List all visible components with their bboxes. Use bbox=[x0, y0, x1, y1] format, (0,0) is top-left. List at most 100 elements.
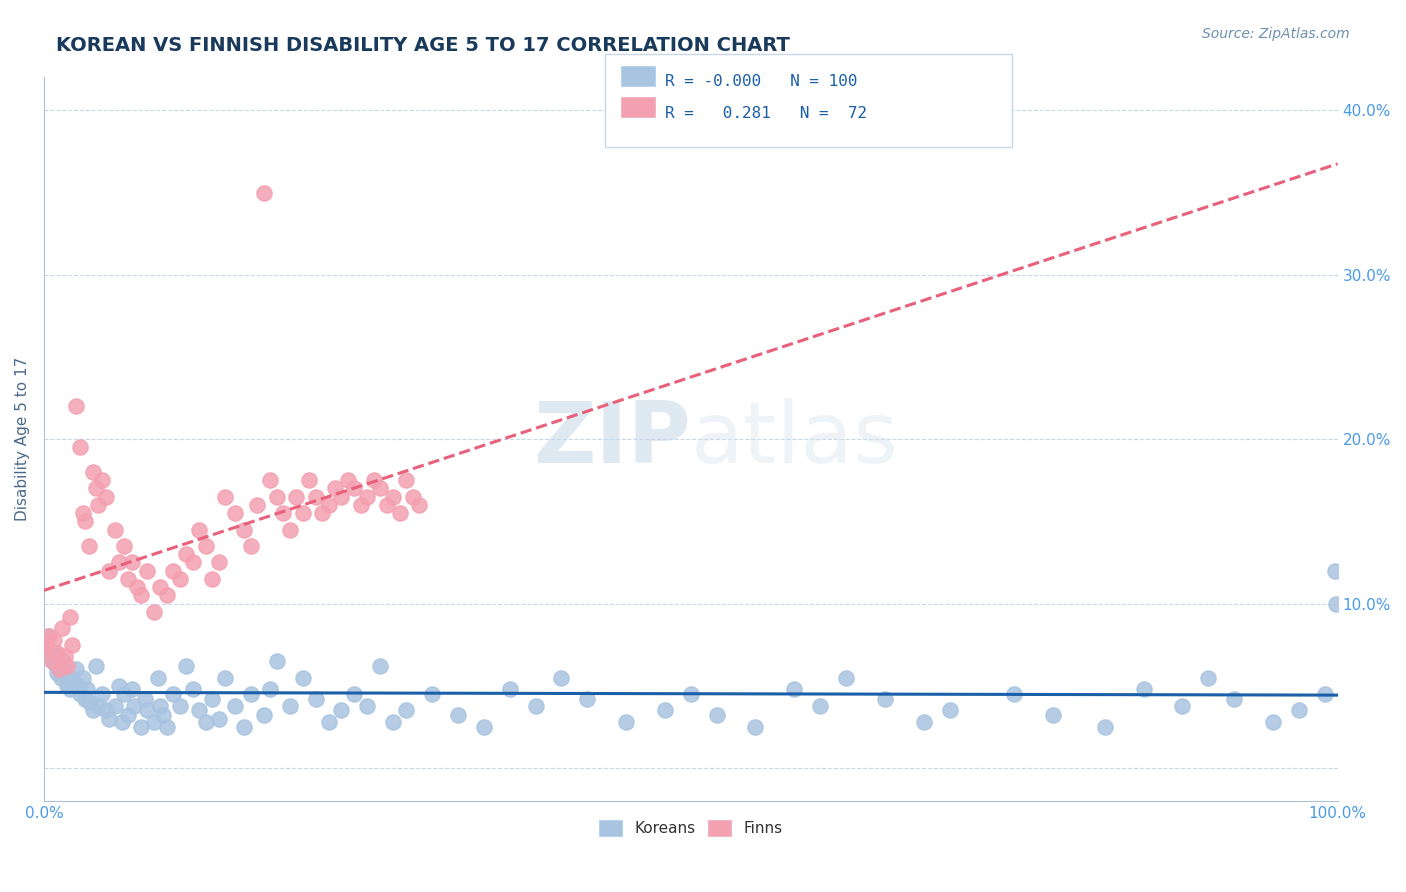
Point bbox=[162, 564, 184, 578]
Point bbox=[45, 665, 67, 680]
Point bbox=[375, 498, 398, 512]
Point bbox=[835, 671, 858, 685]
Point bbox=[524, 698, 547, 713]
Point bbox=[124, 698, 146, 713]
Point bbox=[239, 539, 262, 553]
Point bbox=[253, 708, 276, 723]
Point bbox=[246, 498, 269, 512]
Point bbox=[108, 556, 131, 570]
Point bbox=[188, 703, 211, 717]
Point bbox=[350, 498, 373, 512]
Point bbox=[194, 539, 217, 553]
Point bbox=[104, 698, 127, 713]
Point bbox=[304, 692, 326, 706]
Point bbox=[117, 572, 139, 586]
Point bbox=[48, 662, 70, 676]
Point bbox=[156, 720, 179, 734]
Point bbox=[44, 632, 66, 647]
Point bbox=[94, 490, 117, 504]
Point bbox=[654, 703, 676, 717]
Point bbox=[84, 482, 107, 496]
Point bbox=[146, 671, 169, 685]
Point bbox=[162, 687, 184, 701]
Point bbox=[169, 572, 191, 586]
Point bbox=[278, 698, 301, 713]
Point bbox=[91, 687, 114, 701]
Point bbox=[69, 687, 91, 701]
Point bbox=[576, 692, 599, 706]
Point bbox=[318, 498, 340, 512]
Point bbox=[356, 698, 378, 713]
Point bbox=[58, 675, 80, 690]
Point bbox=[259, 473, 281, 487]
Point bbox=[1197, 671, 1219, 685]
Point bbox=[56, 679, 79, 693]
Point bbox=[873, 692, 896, 706]
Point bbox=[808, 698, 831, 713]
Point bbox=[82, 465, 104, 479]
Point bbox=[69, 441, 91, 455]
Point bbox=[318, 714, 340, 729]
Point bbox=[188, 523, 211, 537]
Point bbox=[278, 523, 301, 537]
Point bbox=[59, 609, 82, 624]
Point bbox=[174, 547, 197, 561]
Point bbox=[388, 506, 411, 520]
Text: ZIP: ZIP bbox=[533, 398, 690, 481]
Point bbox=[41, 654, 63, 668]
Point bbox=[156, 588, 179, 602]
Point bbox=[52, 654, 75, 668]
Point bbox=[117, 708, 139, 723]
Point bbox=[395, 703, 418, 717]
Point bbox=[207, 712, 229, 726]
Point bbox=[34, 638, 56, 652]
Point bbox=[75, 514, 97, 528]
Point bbox=[87, 698, 110, 713]
Point bbox=[330, 490, 353, 504]
Point bbox=[420, 687, 443, 701]
Point bbox=[108, 679, 131, 693]
Point bbox=[82, 703, 104, 717]
Point bbox=[1288, 703, 1310, 717]
Point bbox=[224, 506, 246, 520]
Point bbox=[112, 539, 135, 553]
Point bbox=[97, 712, 120, 726]
Point bbox=[363, 473, 385, 487]
Point bbox=[121, 682, 143, 697]
Point bbox=[181, 556, 204, 570]
Point bbox=[39, 642, 62, 657]
Point bbox=[679, 687, 702, 701]
Point bbox=[48, 662, 70, 676]
Point bbox=[323, 482, 346, 496]
Point bbox=[614, 714, 637, 729]
Point bbox=[706, 708, 728, 723]
Point bbox=[1313, 687, 1336, 701]
Point bbox=[59, 682, 82, 697]
Point bbox=[336, 473, 359, 487]
Point bbox=[224, 698, 246, 713]
Point bbox=[149, 580, 172, 594]
Point bbox=[1261, 714, 1284, 729]
Point bbox=[72, 506, 94, 520]
Point bbox=[1171, 698, 1194, 713]
Point bbox=[447, 708, 470, 723]
Text: Source: ZipAtlas.com: Source: ZipAtlas.com bbox=[1202, 27, 1350, 41]
Point bbox=[129, 720, 152, 734]
Point bbox=[136, 564, 159, 578]
Point bbox=[311, 506, 333, 520]
Point bbox=[259, 682, 281, 697]
Point bbox=[401, 490, 423, 504]
Point bbox=[44, 659, 66, 673]
Legend: Koreans, Finns: Koreans, Finns bbox=[592, 813, 790, 844]
Point bbox=[149, 698, 172, 713]
Point bbox=[1324, 564, 1347, 578]
Point bbox=[1094, 720, 1116, 734]
Point bbox=[56, 659, 79, 673]
Point bbox=[912, 714, 935, 729]
Point bbox=[214, 490, 236, 504]
Point bbox=[142, 605, 165, 619]
Point bbox=[253, 186, 276, 200]
Point bbox=[1132, 682, 1154, 697]
Text: KOREAN VS FINNISH DISABILITY AGE 5 TO 17 CORRELATION CHART: KOREAN VS FINNISH DISABILITY AGE 5 TO 17… bbox=[56, 36, 790, 54]
Point bbox=[343, 687, 366, 701]
